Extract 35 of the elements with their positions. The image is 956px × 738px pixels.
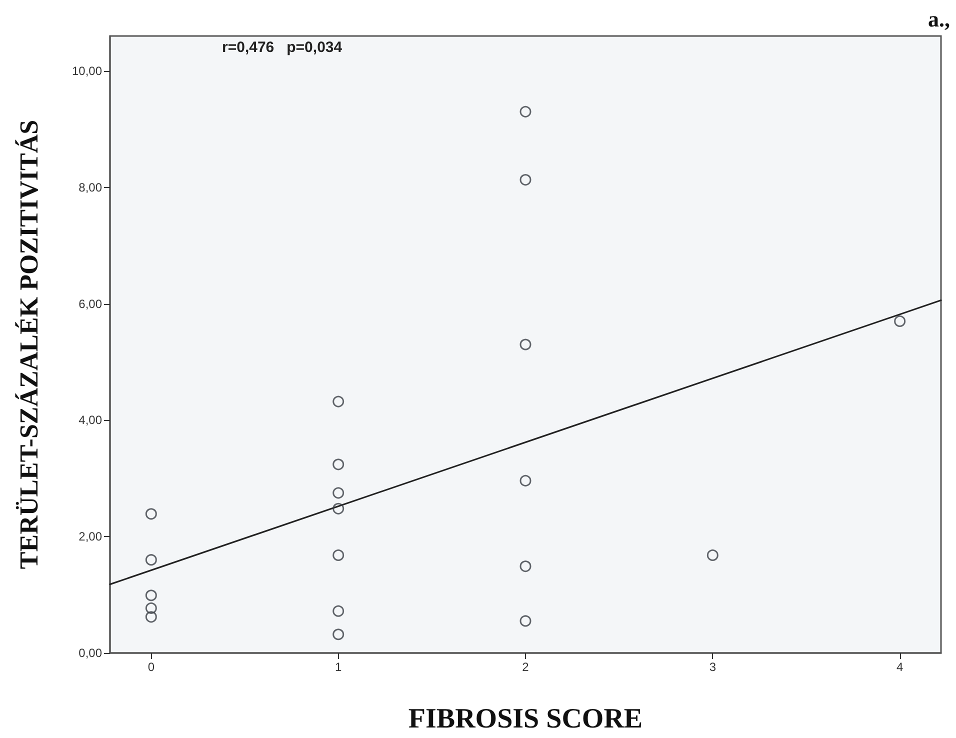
point <box>706 549 718 561</box>
point <box>332 605 344 617</box>
point <box>145 611 157 623</box>
point <box>332 502 344 514</box>
point <box>332 458 344 470</box>
point <box>332 487 344 499</box>
x-axis-title: FIBROSIS SCORE <box>408 704 643 734</box>
point <box>145 590 157 602</box>
point <box>520 615 532 627</box>
point <box>145 602 157 614</box>
point <box>520 560 532 572</box>
point <box>332 549 344 561</box>
point <box>145 508 157 520</box>
y-tick-label: 2,00 <box>78 530 102 544</box>
y-axis-title: TERÜLET-SZÁZALÉK POZITIVITÁS <box>14 120 44 570</box>
y-tick-label: 6,00 <box>78 296 102 311</box>
x-tick-label: 2 <box>522 660 530 674</box>
y-tick-label: 0,00 <box>78 646 102 660</box>
point <box>520 174 532 186</box>
point <box>520 474 532 486</box>
point <box>332 628 344 640</box>
text: a., <box>928 6 950 32</box>
annotation: r=0,476 p=0,034 <box>222 39 343 56</box>
point <box>894 315 906 327</box>
point <box>332 396 344 408</box>
x-tick-label: 4 <box>896 660 904 674</box>
point <box>520 338 532 350</box>
point <box>145 554 157 566</box>
y-tick-label: 4,00 <box>78 413 102 428</box>
point <box>520 106 532 118</box>
x-tick-label: 1 <box>334 660 342 674</box>
y-tick-label: 8,00 <box>78 180 102 194</box>
y-tick-label: 10,00 <box>72 64 102 78</box>
x-tick-label: 0 <box>148 660 155 674</box>
x-tick-label: 3 <box>709 660 716 674</box>
